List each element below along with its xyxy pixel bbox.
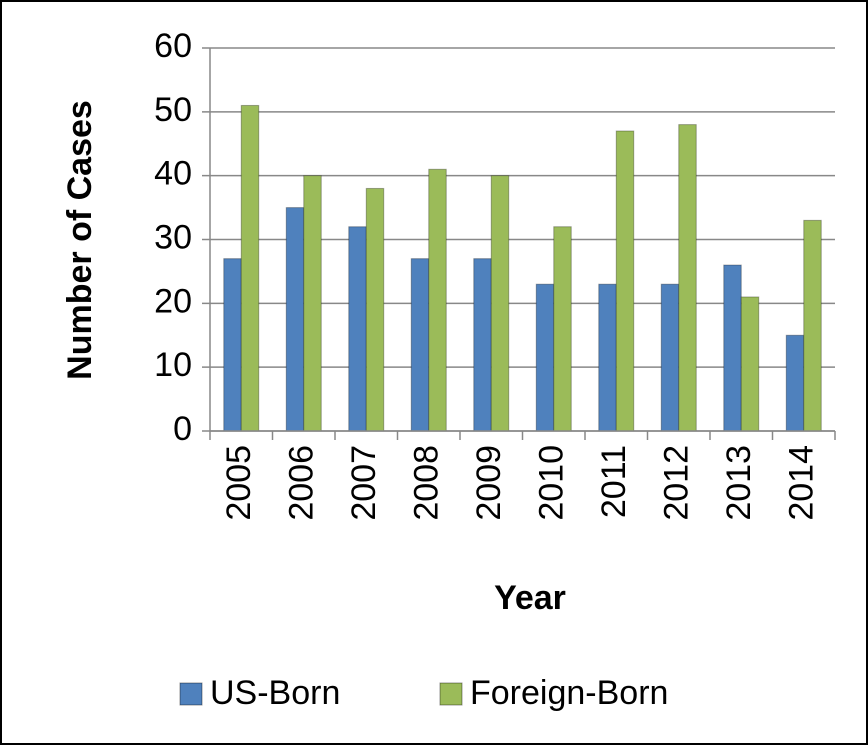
bar [473,258,492,432]
bar [615,130,635,432]
y-tick-label: 60 [154,27,192,65]
x-tick-label: 2006 [283,445,321,521]
x-tick-label: 2005 [220,445,258,521]
bar [660,283,680,432]
bar [740,296,760,432]
bar [598,283,617,432]
bar [223,258,242,432]
y-tick-label: 0 [173,410,192,448]
y-tick-label: 20 [154,282,192,320]
x-tick-label: 2014 [783,445,821,521]
y-tick-label: 40 [154,155,192,193]
x-tick-label: 2008 [408,445,446,521]
x-tick-label: 2012 [658,445,696,521]
y-tick-label: 30 [154,218,192,256]
bar [678,124,697,432]
x-tick-label: 2013 [720,445,758,521]
bar [348,226,367,432]
y-tick-label: 50 [154,91,192,129]
bar [535,283,555,432]
bar [303,175,322,432]
bar [803,219,822,432]
bar [240,104,260,432]
y-tick-label: 10 [154,346,192,384]
y-axis-title: Number of Cases [61,100,99,380]
bar [365,187,385,432]
bar [490,175,510,432]
x-tick-label: 2011 [595,445,633,518]
legend-swatch [439,682,463,706]
bar [553,226,572,432]
bar [723,264,742,432]
legend-swatch [179,682,203,706]
bar [285,207,305,432]
x-tick-label: 2009 [470,445,508,521]
bar [785,334,805,432]
x-axis-title: Year [494,579,566,617]
x-tick-label: 2007 [345,445,383,521]
x-tick-label: 2010 [533,445,571,521]
bar [428,168,447,432]
bar [410,258,430,432]
legend-label: Foreign-Born [470,674,668,712]
legend-label: US-Born [210,674,340,712]
